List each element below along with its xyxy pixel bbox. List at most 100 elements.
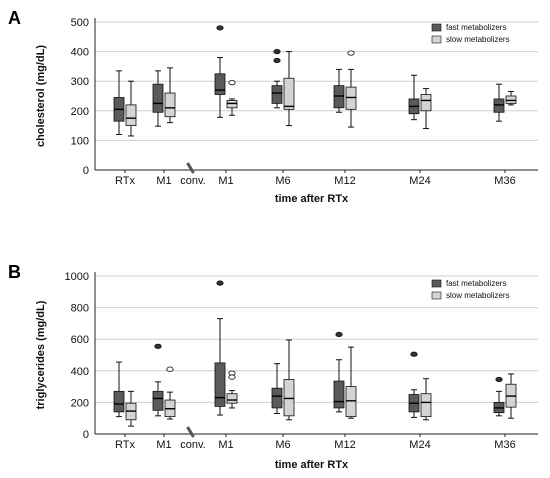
box-iqr bbox=[125, 104, 137, 126]
box-fast bbox=[214, 280, 226, 416]
outlier-point bbox=[216, 25, 224, 31]
x-tick-label: M36 bbox=[494, 439, 515, 451]
box-fast bbox=[493, 376, 505, 417]
box-slow bbox=[226, 80, 238, 116]
box-fast bbox=[408, 351, 420, 418]
x-tick-label: conv. bbox=[180, 439, 205, 451]
outlier-point bbox=[166, 366, 174, 372]
box-iqr bbox=[505, 95, 517, 104]
axis-break-mark bbox=[186, 426, 195, 438]
axis-break-mark bbox=[186, 162, 195, 174]
box-iqr bbox=[164, 92, 176, 118]
box-slow bbox=[345, 346, 357, 419]
x-tick-label: M24 bbox=[409, 439, 430, 451]
y-tick-label: 0 bbox=[83, 165, 89, 177]
y-tick-label: 600 bbox=[71, 334, 89, 346]
legend-swatch bbox=[431, 35, 442, 44]
box-fast bbox=[113, 361, 125, 418]
box-fast bbox=[333, 331, 345, 413]
box-fast bbox=[152, 70, 164, 127]
y-axis-title: cholesterol (mg/dL) bbox=[35, 45, 47, 147]
box-iqr bbox=[345, 386, 357, 418]
y-tick-label: 800 bbox=[71, 303, 89, 315]
box-fast bbox=[271, 48, 283, 109]
x-tick-label: M36 bbox=[494, 175, 515, 187]
box-slow bbox=[164, 366, 176, 420]
box-slow bbox=[420, 88, 432, 130]
legend-label: slow metabolizers bbox=[446, 291, 510, 300]
y-tick-label: 300 bbox=[71, 76, 89, 88]
box-slow bbox=[283, 339, 295, 421]
box-iqr bbox=[283, 77, 295, 110]
box-slow bbox=[164, 67, 176, 124]
x-tick-label: M1 bbox=[218, 439, 233, 451]
box-fast bbox=[152, 343, 164, 417]
legend-swatch bbox=[431, 279, 442, 288]
box-fast bbox=[271, 363, 283, 414]
panel-label: B bbox=[8, 262, 21, 282]
box-iqr bbox=[420, 393, 432, 418]
box-slow bbox=[420, 378, 432, 421]
y-axis-title: triglycerides (mg/dL) bbox=[35, 300, 47, 409]
x-tick-label: M6 bbox=[275, 175, 290, 187]
legend-label: slow metabolizers bbox=[446, 35, 510, 44]
box-iqr bbox=[226, 100, 238, 109]
outlier-point bbox=[228, 374, 236, 380]
box-iqr bbox=[345, 86, 357, 110]
outlier-point bbox=[216, 280, 224, 286]
box-iqr bbox=[152, 83, 164, 113]
y-tick-label: 100 bbox=[71, 135, 89, 147]
box-iqr bbox=[226, 393, 238, 404]
box-slow bbox=[505, 91, 517, 106]
outlier-point bbox=[228, 80, 236, 86]
legend-swatch bbox=[431, 23, 442, 32]
x-tick-label: M1 bbox=[156, 439, 171, 451]
x-tick-label: RTx bbox=[115, 175, 135, 187]
legend-label: fast metabolizers bbox=[446, 279, 506, 288]
box-iqr bbox=[113, 390, 125, 413]
outlier-point bbox=[495, 376, 503, 383]
x-tick-label: M24 bbox=[409, 175, 430, 187]
x-axis-title: time after RTx bbox=[275, 193, 349, 205]
box-fast bbox=[113, 70, 125, 135]
outlier-point bbox=[273, 57, 281, 64]
box-slow bbox=[125, 390, 137, 427]
legend-label: fast metabolizers bbox=[446, 23, 506, 32]
outlier-point bbox=[347, 50, 355, 56]
y-tick-label: 400 bbox=[71, 47, 89, 59]
x-tick-label: M12 bbox=[334, 175, 355, 187]
box-iqr bbox=[152, 390, 164, 411]
box-iqr bbox=[271, 85, 283, 104]
box-fast bbox=[214, 25, 226, 118]
box-iqr bbox=[214, 362, 226, 407]
panel-label: A bbox=[8, 8, 21, 28]
box-iqr bbox=[333, 85, 345, 109]
y-tick-label: 1000 bbox=[65, 271, 89, 283]
y-tick-label: 500 bbox=[71, 17, 89, 29]
outlier-point bbox=[410, 351, 418, 357]
box-iqr bbox=[420, 94, 432, 112]
x-tick-label: M6 bbox=[275, 439, 290, 451]
box-iqr bbox=[283, 379, 295, 417]
x-tick-label: M1 bbox=[156, 175, 171, 187]
chart-panel-a: A 0 100 200 300 400 500 RTx M1 conv. M1 M6 M12 M24 M36… bbox=[8, 8, 538, 205]
box-iqr bbox=[333, 380, 345, 409]
box-slow bbox=[505, 373, 517, 419]
box-iqr bbox=[214, 73, 226, 95]
legend: fast metabolizers slow metabolizers bbox=[431, 23, 510, 44]
box-slow bbox=[283, 51, 295, 127]
outlier-point bbox=[335, 331, 343, 338]
y-tick-label: 200 bbox=[71, 106, 89, 118]
y-tick-label: 400 bbox=[71, 366, 89, 378]
x-tick-label: M12 bbox=[334, 439, 355, 451]
legend: fast metabolizers slow metabolizers bbox=[431, 279, 510, 300]
box-slow bbox=[125, 80, 137, 137]
x-axis-title: time after RTx bbox=[275, 459, 349, 471]
outlier-point bbox=[273, 48, 281, 55]
box-slow bbox=[345, 50, 357, 128]
y-tick-label: 200 bbox=[71, 397, 89, 409]
x-tick-label: M1 bbox=[218, 175, 233, 187]
x-tick-label: RTx bbox=[115, 439, 135, 451]
box-fast bbox=[493, 83, 505, 122]
